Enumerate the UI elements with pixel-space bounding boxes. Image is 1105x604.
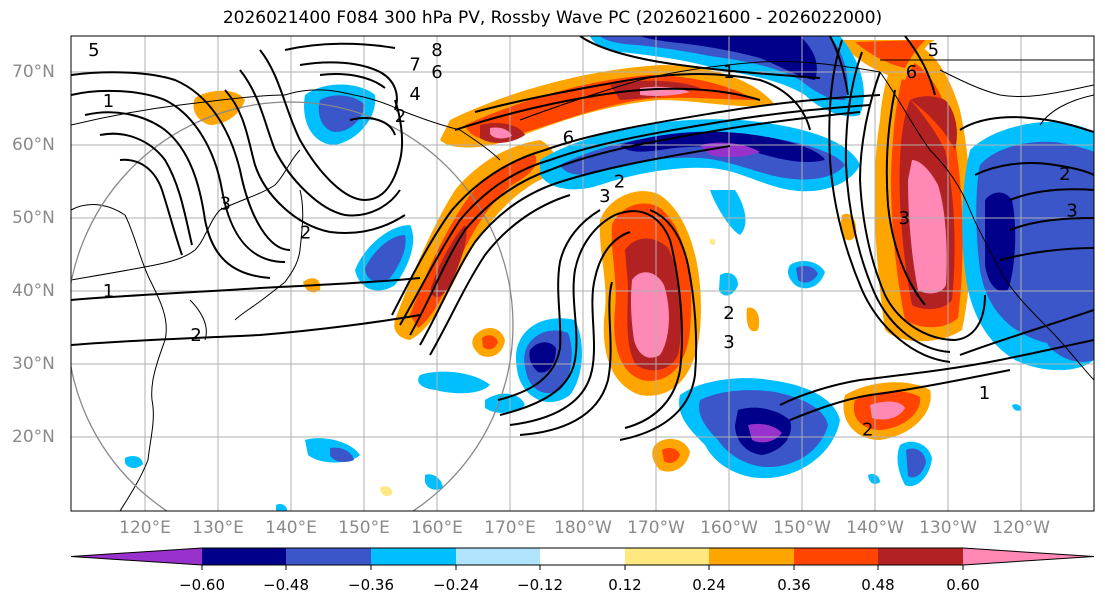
colorbar-segment [709,548,794,565]
pv-anomaly-shading [125,36,1094,511]
contour-label: 3 [898,208,909,229]
lat-label-60n: 60°N [12,135,55,155]
radius-circle [71,101,514,511]
lon-label-160w: 160°W [700,518,758,538]
lat-label-40n: 40°N [12,281,55,301]
contour-label: 3 [599,186,610,207]
map-title: 2026021400 F084 300 hPa PV, Rossby Wave … [222,8,883,28]
lat-label-30n: 30°N [12,354,55,374]
colorbar-segment [71,548,202,565]
colorbar-segment [794,548,878,565]
lon-label-120w: 120°W [992,518,1050,538]
contour-label: 2 [723,303,734,324]
colorbar-tick-label: −0.48 [263,576,309,594]
contour-label: 1 [723,62,734,83]
contour-label: 6 [906,62,917,83]
lon-label-130w: 130°W [919,518,977,538]
colorbar-tick-label: 0.60 [946,576,980,594]
colorbar-tick-label: 0.48 [861,576,895,594]
colorbar-tick-label: −0.60 [179,576,225,594]
lat-label-50n: 50°N [12,208,55,228]
contour-label: 2 [300,223,311,244]
lat-label-20n: 20°N [12,427,55,447]
colorbar-tick-label: −0.36 [348,576,394,594]
contour-label: 2 [862,420,873,441]
contour-label: 1 [103,281,114,302]
lon-label-140e: 140°E [265,518,317,538]
contour-label: 8 [431,40,442,61]
lon-label-130e: 130°E [192,518,244,538]
contour-label: 3 [723,332,734,353]
colorbar-tick-label: 0.12 [608,576,642,594]
colorbar-ticks [201,565,964,570]
colorbar-tick-label: −0.12 [517,576,563,594]
contour-label: 5 [928,40,939,61]
map-frame [70,35,1095,512]
colorbar-segment [371,548,456,565]
colorbar-segment [963,548,1094,565]
lat-label-70n: 70°N [12,62,55,82]
contour-label: 2 [614,172,625,193]
colorbar-segment [540,548,625,565]
colorbar-tick-label: 0.24 [692,576,726,594]
lon-label-180w: 180°W [554,518,612,538]
contour-label: 2 [395,106,406,127]
lon-label-150e: 150°E [338,518,390,538]
colorbar-segment [202,548,286,565]
colorbar-segment [286,548,371,565]
colorbar-outline [70,547,1095,566]
pv-contours [71,36,1094,441]
contour-label: 4 [409,84,420,105]
lon-label-160e: 160°E [411,518,463,538]
contour-label: 3 [1066,201,1077,222]
colorbar-segments [70,547,1095,566]
contour-label: 2 [1059,164,1070,185]
contour-label: 1 [103,91,114,112]
contour-label: 2 [190,325,201,346]
lon-label-170w: 170°W [627,518,685,538]
colorbar-tick-label: −0.24 [433,576,479,594]
contour-label: 3 [220,193,231,214]
colorbar-segment [625,548,709,565]
contour-label: 6 [431,62,442,83]
lon-label-120e: 120°E [119,518,171,538]
colorbar-tick-label: 0.36 [777,576,811,594]
lon-label-150w: 150°W [773,518,831,538]
contour-label: 1 [979,383,990,404]
contour-label: 7 [409,55,420,76]
contour-label: 6 [563,128,574,149]
colorbar-segment [878,548,963,565]
colorbar-segment [456,548,540,565]
coastlines [71,59,1094,511]
contour-label: 5 [88,40,99,61]
lon-label-140w: 140°W [846,518,904,538]
lon-label-170e: 170°E [484,518,536,538]
